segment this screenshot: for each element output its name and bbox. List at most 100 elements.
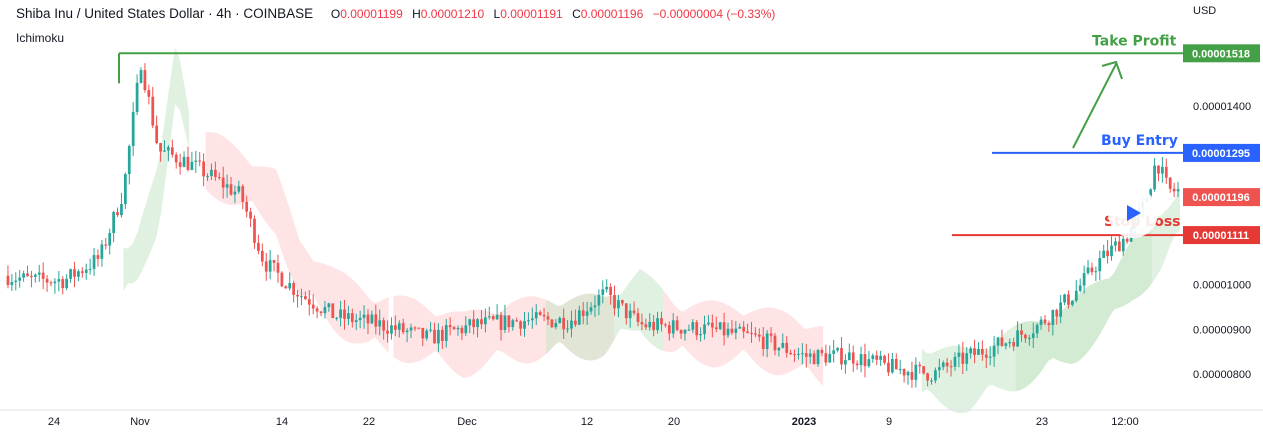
candle-body [127,146,131,175]
target-arrow-head [1101,60,1123,80]
symbol-title[interactable]: Shiba Inu / United States Dollar · 4h · … [16,6,314,21]
candle-body [229,184,233,195]
candle-body [194,160,198,162]
candle-body [253,218,256,243]
candle-body [409,327,413,331]
candle-body [875,355,879,360]
candle-body [307,299,311,305]
candle-body [534,312,538,319]
candle-body [45,278,49,283]
candle-body [22,273,25,278]
candle-body [820,350,824,354]
candle-body [624,303,628,319]
candle-body [1168,177,1172,189]
candle-body [718,322,722,330]
candle-body [170,147,174,155]
candle-body [609,286,612,296]
candle-body [597,294,601,306]
candle-body [1031,333,1035,338]
candle-body [378,320,382,327]
candle-body [574,320,577,325]
candle-body [456,327,460,330]
candle-body [902,369,906,376]
candle-body [276,262,280,273]
candle-body [589,307,593,312]
candle-body [785,342,789,353]
candle-body [116,212,119,216]
ichimoku-cloud-1 [205,132,389,353]
buy-entry-tag-bg[interactable] [1183,143,1260,162]
change-value: −0.00000004 (−0.33%) [652,7,776,21]
candle-body [797,353,800,355]
candle-body [671,320,675,334]
candle-body [37,272,41,275]
candle-body [88,268,92,270]
candle-body [855,363,859,366]
candle-body [108,232,112,246]
candle-body [844,360,847,365]
candle-body [343,309,346,319]
y-tick-label: 0.00000900 [1193,324,1251,336]
candle-body [683,329,687,334]
low-key: L [493,7,501,21]
candle-body [816,350,820,365]
candle-body [765,333,769,350]
candle-body [80,271,84,273]
candle-body [460,327,464,334]
candle-body [6,275,10,286]
candle-body [491,316,495,320]
candle-body [527,320,530,322]
candle-body [264,261,268,272]
current-price-tag[interactable]: 0.00001196 [1192,192,1250,204]
candle-body [1004,343,1008,346]
candle-body [182,156,186,167]
candle-body [887,362,890,373]
candle-body [1055,309,1059,317]
candle-body [949,366,953,368]
indicator-label[interactable]: Ichimoku [16,31,65,45]
candle-body [941,362,945,368]
candle-body [1114,241,1117,246]
candle-body [664,324,667,326]
candle-body [581,310,585,316]
current-price-tag-bg[interactable] [1183,188,1260,207]
play-button[interactable] [1108,188,1158,238]
candle-body [507,315,511,328]
buy-entry-tag[interactable]: 0.00001295 [1192,148,1250,160]
candle-body [198,160,202,162]
candle-body [96,255,100,259]
candle-body [347,313,350,319]
candle-body [61,279,65,289]
x-tick-label: 12:00 [1111,416,1139,428]
candle-body [1164,166,1168,178]
candle-body [945,362,949,367]
candle-body [832,350,836,354]
candle-body [851,352,855,364]
candle-body [1121,238,1125,252]
candle-body [977,348,980,355]
stop-loss-tag[interactable]: 0.00001111 [1193,230,1249,242]
candle-body [397,323,401,330]
candle-body [530,318,534,321]
take-profit-tag-bg[interactable] [1183,44,1260,63]
candle-body [178,162,182,167]
stop-loss-tag-bg[interactable] [1183,226,1260,245]
candle-body [620,300,624,304]
candle-body [667,325,671,334]
candle-body [49,282,53,284]
take-profit-tag[interactable]: 0.00001518 [1192,48,1250,60]
candle-body [300,296,303,298]
candle-body [104,244,108,246]
candle-body [249,211,252,219]
currency-label: USD [1193,5,1216,17]
candle-body [961,352,965,364]
candle-body [444,325,448,342]
candle-body [401,323,405,333]
ichimoku-cloud-0 [123,47,190,292]
candle-body [476,319,479,328]
candle-body [562,317,566,330]
candle-body [1000,337,1004,346]
candle-body [640,322,644,325]
candle-body [922,366,926,374]
